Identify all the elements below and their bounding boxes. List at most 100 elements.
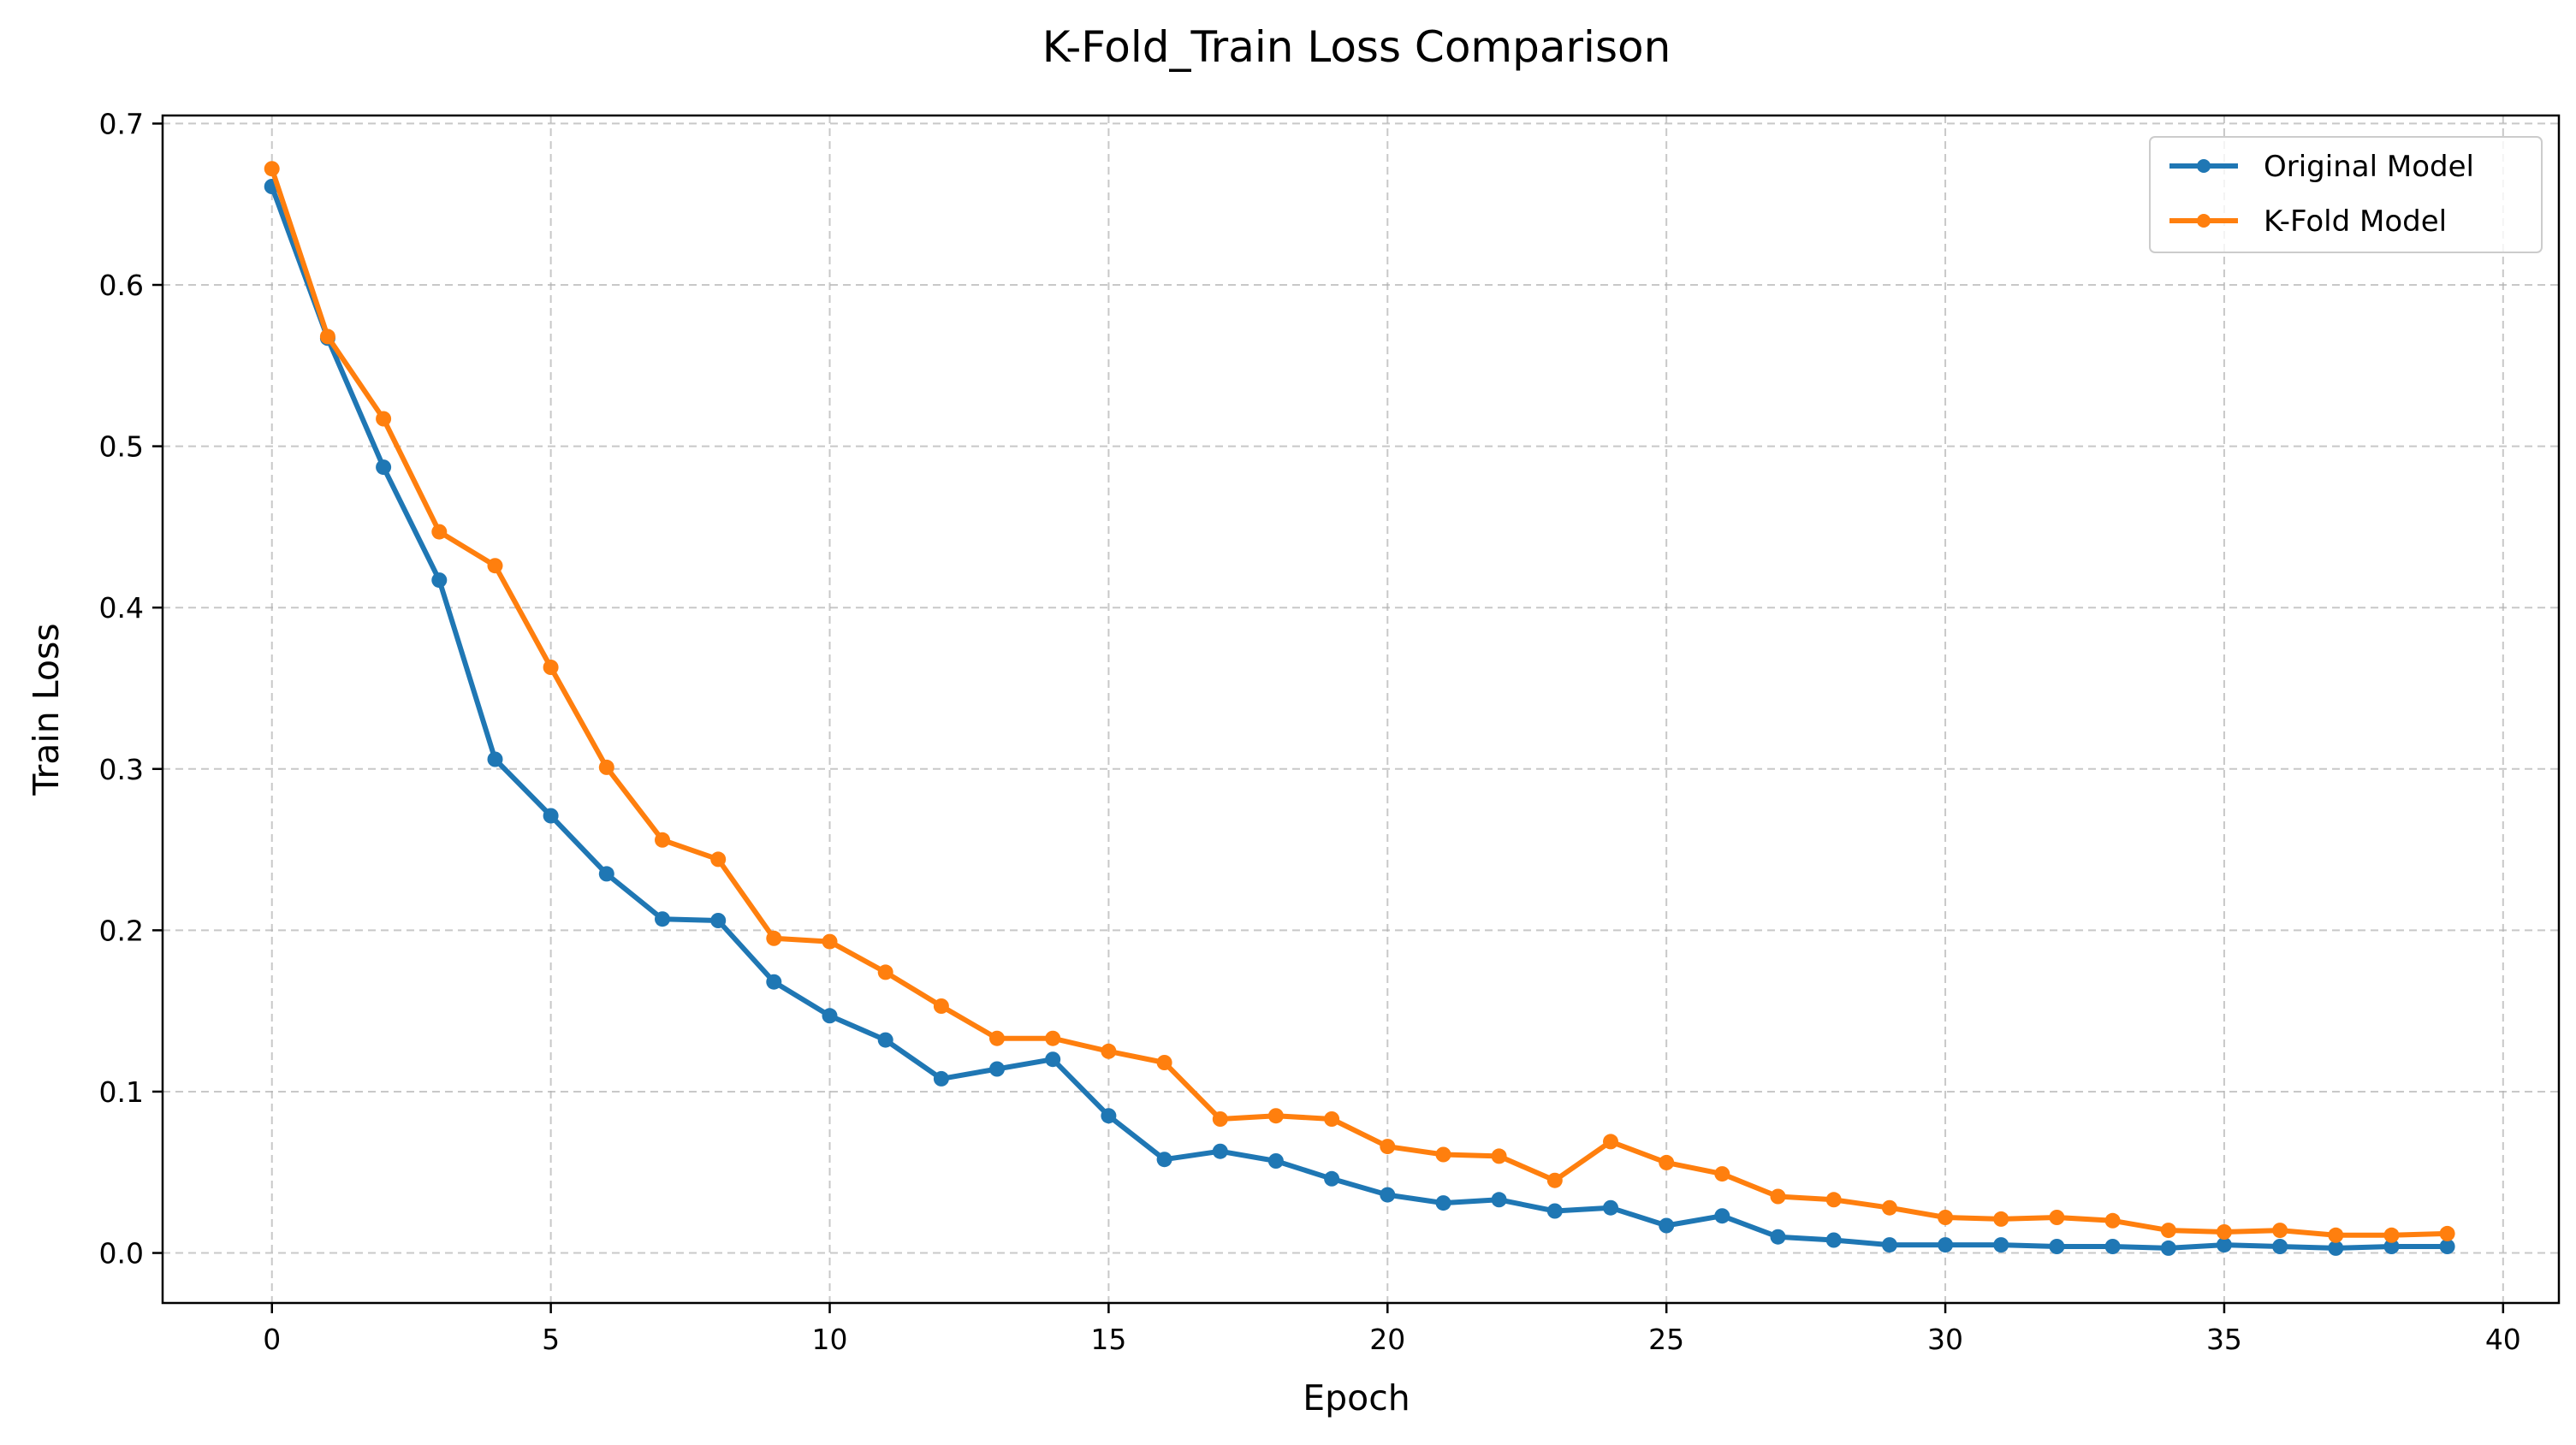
data-point xyxy=(710,913,727,928)
data-point xyxy=(1045,1030,1061,1046)
data-point xyxy=(1993,1237,2009,1253)
data-point xyxy=(2160,1223,2176,1239)
data-point xyxy=(1267,1108,1284,1124)
y-tick-label: 0.1 xyxy=(99,1075,144,1109)
x-tick-label: 35 xyxy=(2206,1323,2242,1356)
data-point xyxy=(487,751,503,767)
data-point xyxy=(1546,1172,1563,1188)
data-point xyxy=(1546,1203,1563,1219)
legend-marker-kfold xyxy=(2197,214,2211,228)
data-point xyxy=(1212,1111,1228,1127)
data-point xyxy=(655,832,670,848)
data-point xyxy=(1603,1134,1618,1150)
data-point xyxy=(1435,1195,1451,1211)
x-tick-label: 25 xyxy=(1648,1323,1684,1356)
data-point xyxy=(1380,1139,1396,1155)
legend-label-original: Original Model xyxy=(2264,150,2474,184)
data-point xyxy=(2328,1240,2344,1256)
data-point xyxy=(264,161,280,177)
data-point xyxy=(598,759,614,775)
data-point xyxy=(2328,1227,2344,1243)
x-tick-label: 30 xyxy=(1927,1323,1963,1356)
data-point xyxy=(1101,1043,1117,1059)
data-point xyxy=(431,524,448,540)
data-point xyxy=(1659,1217,1675,1234)
x-tick-label: 40 xyxy=(2485,1323,2521,1356)
data-point xyxy=(655,911,670,927)
x-tick-label: 0 xyxy=(263,1323,281,1356)
data-point xyxy=(2383,1239,2400,1254)
data-point xyxy=(1714,1208,1730,1224)
data-point xyxy=(319,329,335,345)
data-point xyxy=(1491,1192,1507,1208)
data-point xyxy=(933,1070,949,1087)
data-point xyxy=(2439,1225,2455,1241)
y-tick-label: 0.4 xyxy=(99,591,144,625)
data-point xyxy=(2160,1240,2176,1256)
data-point xyxy=(543,660,559,675)
data-point xyxy=(2049,1239,2065,1254)
series-lines xyxy=(264,161,2455,1256)
data-point xyxy=(822,933,838,950)
data-point xyxy=(543,808,559,824)
data-point xyxy=(1491,1148,1507,1164)
data-point xyxy=(2439,1239,2455,1254)
legend-box xyxy=(2149,136,2543,253)
grid xyxy=(163,115,2559,1303)
data-point xyxy=(989,1030,1005,1046)
y-tick-label: 0.5 xyxy=(99,430,144,464)
x-tick-label: 10 xyxy=(812,1323,848,1356)
data-point xyxy=(1380,1187,1396,1203)
data-point xyxy=(1435,1146,1451,1163)
data-point xyxy=(1101,1108,1117,1124)
series-line xyxy=(269,184,2450,1251)
data-point xyxy=(2216,1224,2232,1240)
y-tick-label: 0.2 xyxy=(99,914,144,947)
data-point xyxy=(989,1061,1005,1077)
data-point xyxy=(877,964,893,980)
data-point xyxy=(2272,1223,2288,1239)
data-point xyxy=(710,851,727,868)
data-point xyxy=(1770,1229,1786,1245)
y-axis-label: Train Loss xyxy=(26,623,67,796)
data-point xyxy=(1825,1192,1842,1208)
data-point xyxy=(1881,1199,1897,1216)
y-tick-label: 0.3 xyxy=(99,753,144,786)
data-point xyxy=(1156,1055,1172,1070)
data-point xyxy=(1324,1111,1340,1127)
data-point xyxy=(1770,1188,1786,1205)
legend: Original Model K-Fold Model xyxy=(2149,136,2543,253)
data-point xyxy=(1714,1166,1730,1182)
data-point xyxy=(2104,1239,2121,1254)
data-point xyxy=(822,1008,838,1024)
x-tick-label: 20 xyxy=(1369,1323,1405,1356)
data-point xyxy=(2049,1210,2065,1225)
x-tick-label: 5 xyxy=(542,1323,560,1356)
data-point xyxy=(877,1032,893,1048)
axis-ticks: 0 5 10 15 20 25 30 35 40 0.0 0.1 0.2 0.3 0.4 0.5 0.6 0.7 xyxy=(99,107,2521,1356)
data-point xyxy=(376,459,392,476)
data-point xyxy=(1156,1152,1172,1168)
data-point xyxy=(1045,1051,1061,1068)
chart-title: K-Fold_Train Loss Comparison xyxy=(1042,22,1671,72)
data-point xyxy=(1659,1154,1675,1170)
legend-label-kfold: K-Fold Model xyxy=(2264,204,2447,239)
data-point xyxy=(766,930,782,946)
data-point xyxy=(598,866,614,882)
x-tick-label: 15 xyxy=(1090,1323,1126,1356)
data-point xyxy=(1324,1170,1340,1187)
plot-area-frame xyxy=(161,114,2561,1305)
data-point xyxy=(431,572,448,589)
y-tick-label: 0.7 xyxy=(99,107,144,140)
data-point xyxy=(2104,1212,2121,1229)
data-point xyxy=(2216,1237,2232,1253)
data-point xyxy=(2272,1239,2288,1254)
data-point xyxy=(487,558,503,574)
data-point xyxy=(1267,1153,1284,1169)
series-kfold-model xyxy=(264,161,2455,1243)
data-point xyxy=(1212,1143,1228,1159)
data-point xyxy=(933,998,949,1014)
y-tick-label: 0.0 xyxy=(99,1237,144,1270)
series-line xyxy=(269,166,2450,1238)
